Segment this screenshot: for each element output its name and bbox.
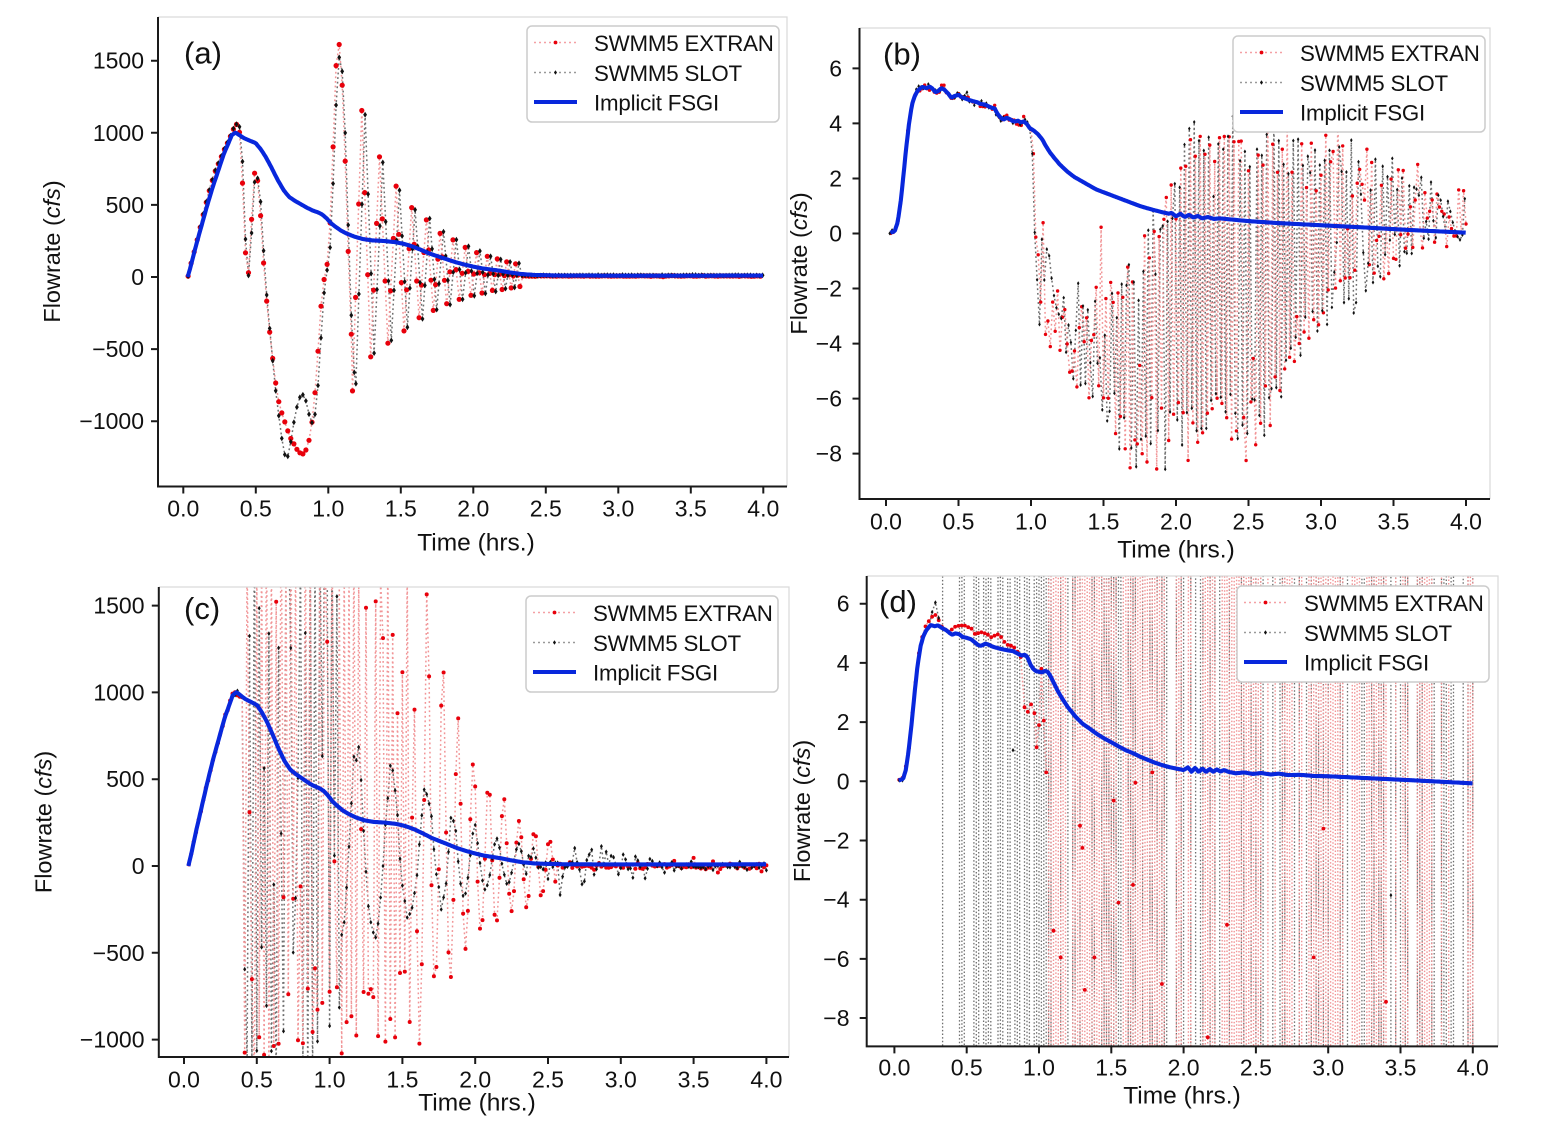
svg-text:3.0: 3.0 (605, 1067, 637, 1093)
svg-text:1500: 1500 (93, 593, 144, 619)
svg-text:0.5: 0.5 (943, 509, 975, 535)
svg-text:SWMM5 SLOT: SWMM5 SLOT (594, 61, 742, 86)
svg-text:6: 6 (829, 55, 842, 81)
svg-text:1000: 1000 (93, 679, 144, 705)
svg-text:2: 2 (829, 166, 842, 192)
svg-text:1.0: 1.0 (1023, 1055, 1055, 1081)
svg-text:Time (hrs.): Time (hrs.) (1117, 537, 1235, 564)
svg-text:0.0: 0.0 (878, 1055, 910, 1081)
svg-text:4.0: 4.0 (1457, 1055, 1489, 1081)
svg-text:3.5: 3.5 (678, 1067, 710, 1093)
svg-text:−2: −2 (816, 276, 842, 302)
svg-text:2.0: 2.0 (459, 1067, 491, 1093)
svg-text:0: 0 (131, 264, 144, 290)
svg-text:SWMM5 SLOT: SWMM5 SLOT (1300, 71, 1448, 96)
svg-text:3.5: 3.5 (1385, 1055, 1417, 1081)
svg-text:1500: 1500 (93, 48, 144, 74)
svg-text:1.0: 1.0 (1015, 509, 1047, 535)
svg-text:1.5: 1.5 (1088, 509, 1120, 535)
svg-text:SWMM5 SLOT: SWMM5 SLOT (1304, 621, 1452, 646)
svg-text:3.5: 3.5 (675, 496, 707, 522)
svg-text:3.0: 3.0 (602, 496, 634, 522)
svg-text:4.0: 4.0 (1450, 509, 1482, 535)
svg-text:Implicit FSGI: Implicit FSGI (593, 661, 718, 686)
svg-text:−8: −8 (816, 441, 842, 467)
svg-text:3.0: 3.0 (1312, 1055, 1344, 1081)
svg-text:0: 0 (132, 853, 145, 879)
svg-text:4.0: 4.0 (750, 1067, 782, 1093)
svg-text:2.5: 2.5 (1240, 1055, 1272, 1081)
svg-text:4: 4 (829, 110, 842, 136)
svg-text:−4: −4 (816, 331, 842, 357)
svg-text:4.0: 4.0 (747, 496, 779, 522)
svg-text:SWMM5 EXTRAN: SWMM5 EXTRAN (594, 31, 774, 56)
svg-text:2.0: 2.0 (457, 496, 489, 522)
svg-text:6: 6 (837, 591, 850, 617)
svg-text:2.5: 2.5 (1233, 509, 1265, 535)
svg-text:2.0: 2.0 (1160, 509, 1192, 535)
svg-text:0.5: 0.5 (241, 1067, 273, 1093)
svg-text:−6: −6 (823, 946, 849, 972)
svg-text:0.0: 0.0 (167, 496, 199, 522)
svg-text:1000: 1000 (93, 120, 144, 146)
svg-text:−6: −6 (816, 386, 842, 412)
svg-text:0: 0 (829, 221, 842, 247)
svg-text:SWMM5 EXTRAN: SWMM5 EXTRAN (1304, 591, 1484, 616)
svg-text:−500: −500 (92, 336, 144, 362)
svg-text:SWMM5 EXTRAN: SWMM5 EXTRAN (1300, 41, 1480, 66)
svg-text:Implicit FSGI: Implicit FSGI (1300, 101, 1425, 126)
svg-text:Implicit FSGI: Implicit FSGI (594, 91, 719, 116)
svg-text:0.5: 0.5 (951, 1055, 983, 1081)
svg-text:500: 500 (106, 766, 144, 792)
svg-text:(c): (c) (184, 591, 220, 626)
svg-text:−1000: −1000 (80, 1027, 145, 1053)
svg-text:−2: −2 (823, 828, 849, 854)
svg-text:1.0: 1.0 (312, 496, 344, 522)
svg-text:0.0: 0.0 (870, 509, 902, 535)
svg-text:1.5: 1.5 (1095, 1055, 1127, 1081)
svg-text:2.5: 2.5 (530, 496, 562, 522)
svg-text:−1000: −1000 (79, 408, 144, 434)
svg-text:−4: −4 (823, 887, 849, 913)
svg-text:Time (hrs.): Time (hrs.) (1123, 1083, 1241, 1110)
svg-text:(b): (b) (883, 37, 921, 72)
svg-text:Time (hrs.): Time (hrs.) (418, 1090, 536, 1117)
svg-text:1.5: 1.5 (386, 1067, 418, 1093)
svg-text:Flowrate (cfs): Flowrate (cfs) (39, 180, 65, 322)
svg-text:−500: −500 (93, 940, 145, 966)
svg-text:2: 2 (837, 709, 850, 735)
svg-text:1.0: 1.0 (314, 1067, 346, 1093)
svg-text:Flowrate (cfs): Flowrate (cfs) (786, 192, 812, 334)
svg-text:4: 4 (837, 650, 850, 676)
svg-text:3.0: 3.0 (1305, 509, 1337, 535)
svg-text:Implicit FSGI: Implicit FSGI (1304, 651, 1429, 676)
svg-text:−8: −8 (823, 1005, 849, 1031)
svg-text:2.0: 2.0 (1168, 1055, 1200, 1081)
svg-text:500: 500 (106, 192, 144, 218)
svg-text:SWMM5 EXTRAN: SWMM5 EXTRAN (593, 601, 773, 626)
svg-text:2.5: 2.5 (532, 1067, 564, 1093)
svg-text:1.5: 1.5 (385, 496, 417, 522)
svg-text:Time (hrs.): Time (hrs.) (417, 530, 535, 557)
svg-text:Flowrate (cfs): Flowrate (cfs) (31, 751, 57, 893)
svg-text:3.5: 3.5 (1378, 509, 1410, 535)
svg-text:0.0: 0.0 (168, 1067, 200, 1093)
svg-text:Flowrate (cfs): Flowrate (cfs) (789, 740, 815, 882)
svg-text:(a): (a) (184, 36, 222, 71)
svg-text:SWMM5 SLOT: SWMM5 SLOT (593, 631, 741, 656)
svg-text:(d): (d) (879, 584, 917, 619)
svg-text:0: 0 (837, 768, 850, 794)
svg-text:0.5: 0.5 (240, 496, 272, 522)
